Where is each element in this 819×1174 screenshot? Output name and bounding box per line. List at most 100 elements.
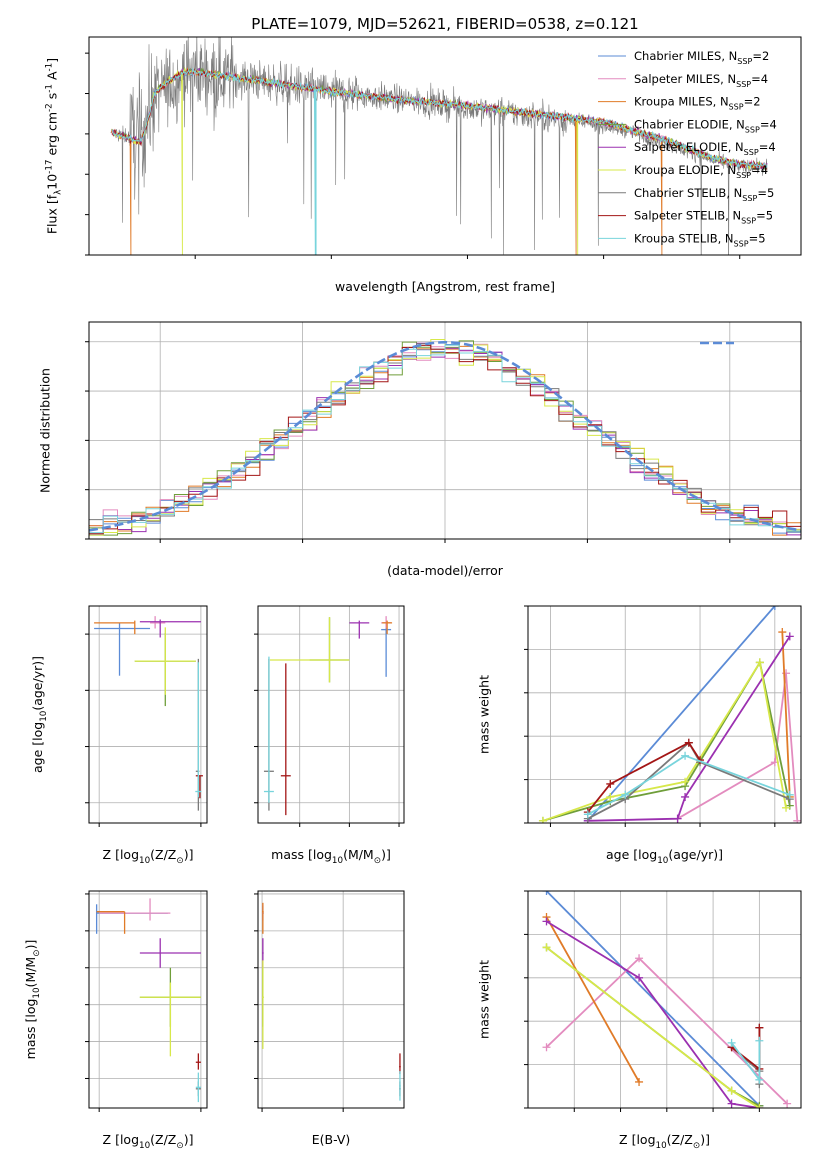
marker-plus [684,738,693,747]
series-line [587,741,701,813]
errorbar-salpeter_stelib [280,663,291,816]
series-line [587,635,791,822]
panel-spectrum: wavelength [Angstrom, rest frame] Flux [f… [45,36,802,294]
errorbar-salpeter_elodie [349,620,370,639]
series-line [730,1040,761,1083]
marker-plus [782,803,791,812]
series-line [587,606,776,822]
series-line [545,916,640,1083]
marker-plus [542,891,551,895]
legend-label: Salpeter ELODIE, NSSP​=4 [634,140,776,157]
axes-frame [88,36,802,256]
panel-age_weight: age [log10​(age/yr)] mass weight [476,605,802,866]
series-kroupa_miles [542,913,644,1086]
series-kroupa_stelib [727,1036,764,1084]
series-kroupa_elodie [538,658,791,823]
series-salpeter_miles [542,954,792,1108]
errorbar-chabrier_miles [94,622,151,676]
legend-label: Chabrier ELODIE, NSSP​=4 [634,117,777,134]
series-salpeter_elodie [583,632,794,823]
legend-label: Chabrier MILES, NSSP​=2 [634,49,769,66]
legend-label: Salpeter STELIB, NSSP​=5 [634,209,773,226]
y-axis-label: Normed distribution [37,368,52,493]
marker-plus [755,1023,764,1032]
series-line [677,673,799,821]
plot-area [110,37,768,255]
y-axis-label: mass [log10​(M/M⊙​)] [23,940,42,1060]
x-axis-label: Z [log10​(Z/Z⊙​)] [103,847,194,866]
series-salpeter_stelib [727,1023,764,1073]
marker-plus [755,1036,764,1045]
errorbar-kroupa_elodie [262,960,264,1049]
errorbar-chabrier_miles [95,904,168,934]
legend-label: Kroupa STELIB, NSSP​=5 [634,231,766,248]
axes-frame [88,890,208,1109]
series-line [545,891,761,1107]
y-axis-label: mass weight [476,675,491,754]
panel-ebv_mass: E(B-V) [254,890,405,1147]
marker-plus [681,751,690,760]
marker-plus [538,816,547,823]
errorbar-kroupa_elodie [134,627,196,695]
series-line [542,659,791,822]
errorbar-kroupa_stelib [399,1071,401,1101]
errorbar-salpeter_stelib [399,1053,401,1075]
errorbar-kroupa_elodie [269,617,350,683]
axes-frame [257,890,405,1109]
legend-label: Salpeter MILES, NSSP​=4 [634,72,768,89]
marker-plus [785,790,794,799]
errorbar-kroupa_elodie [139,982,201,1057]
marker-plus [635,954,644,963]
errorbar-kroupa_miles [262,902,264,934]
panel-z_weight: Z [log10​(Z/Z⊙​)] mass weight [476,890,802,1151]
plot-area [95,898,201,1103]
x-axis-label: wavelength [Angstrom, rest frame] [335,279,555,294]
panel-residuals: (data-model)/error Normed distribution [37,321,802,578]
normal-curve [89,340,801,532]
legend-label: Kroupa ELODIE, NSSP​=4 [634,163,768,180]
marker-plus [755,1104,764,1108]
plot-area [89,339,801,536]
errorbar-kroupa_miles [382,620,393,635]
marker-plus [542,943,551,952]
series-line [542,659,787,822]
plot-area [263,616,393,816]
series-kroupa_stelib [583,751,794,819]
marker-plus [606,792,615,801]
marker-plus [542,917,551,926]
y-axis-label: age [log10​(age/yr)] [30,656,49,773]
marker-plus [778,628,787,637]
errorbar-kroupa_stelib [195,662,202,798]
errorbar-kroupa_stelib [263,656,274,803]
axes-frame [88,605,208,824]
x-axis-label: age [log10​(age/yr)] [606,847,723,866]
marker-plus [681,777,690,786]
errorbar-salpeter_elodie [139,938,201,968]
errorbar-salpeter_miles [99,898,171,921]
marker-plus [755,658,764,667]
page-title: PLATE=1079, MJD=52621, FIBERID=0538, z=0… [251,15,638,33]
errorbar-kroupa_miles [94,620,136,635]
axes-frame [257,605,405,824]
marker-plus [755,1075,764,1084]
series-chabrier_miles [583,606,779,823]
axes-frame [527,605,802,824]
marker-plus [727,1038,736,1047]
panel-z_age: Z [log10​(Z/Z⊙​)] age [log10​(age/yr)] [30,605,208,866]
legend-label: Chabrier STELIB, NSSP​=5 [634,186,774,203]
marker-plus [785,632,794,641]
data-spectrum [113,37,768,255]
marker-plus [793,816,801,823]
errorbar-salpeter_elodie [139,619,201,638]
plot-area [538,606,801,823]
x-axis-label: (data-model)/error [387,563,504,578]
x-axis-label: mass [log10​(M/M⊙​)] [271,847,391,866]
series-line [546,920,760,1108]
marker-plus [635,973,644,982]
marker-plus [770,606,779,610]
series-kroupa_elodie [542,943,764,1108]
series-salpeter_elodie [542,917,764,1108]
marker-plus [542,1043,551,1052]
